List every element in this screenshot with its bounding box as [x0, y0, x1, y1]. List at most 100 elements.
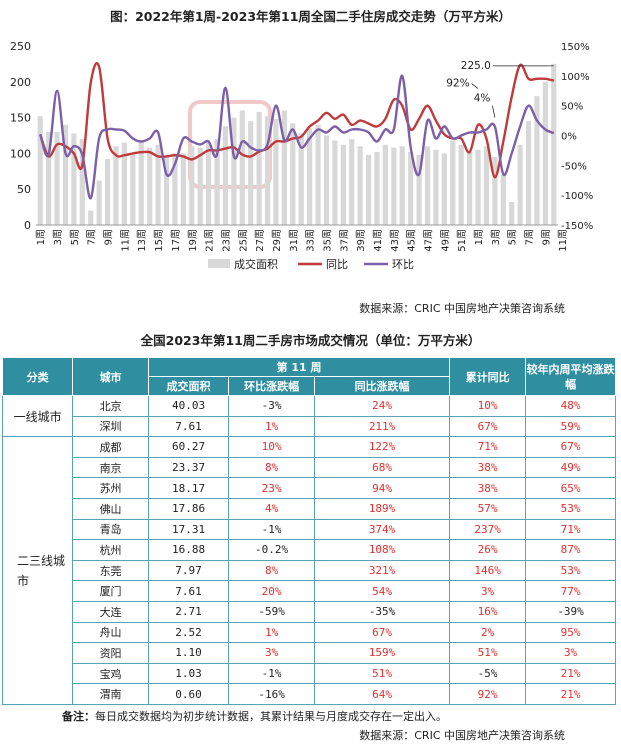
- x-tick-label: 3周: [52, 229, 64, 245]
- cell-mom: 8%: [228, 456, 316, 479]
- area-bar: [391, 147, 397, 225]
- x-tick-label: 11周: [119, 229, 131, 252]
- category-cell: 二三线城市: [1, 436, 74, 705]
- right-tick-label: 50%: [561, 102, 583, 113]
- area-bar: [71, 133, 77, 225]
- cell-city: 佛山: [72, 497, 149, 520]
- cell-city: 南京: [72, 456, 149, 479]
- cell-area: 7.97: [147, 559, 230, 582]
- table-source: 数据来源：CRIC 中国房地产决策咨询系统: [359, 729, 565, 742]
- area-bar: [96, 180, 102, 225]
- cell-prev-year: 67%: [525, 436, 616, 458]
- cell-yoy: 189%: [314, 497, 451, 520]
- area-bar: [62, 124, 69, 225]
- area-bar: [214, 139, 220, 225]
- cell-prev-year: 59%: [525, 415, 616, 438]
- area-bars: [37, 63, 557, 226]
- cell-prev-year: 87%: [525, 539, 616, 561]
- area-bar: [307, 128, 313, 225]
- area-bar: [332, 140, 338, 225]
- area-bar: [315, 124, 321, 225]
- cell-city: 厦门: [72, 580, 149, 602]
- cell-mom: -16%: [228, 683, 316, 705]
- table-row: 苏州 18.17 23% 94% 38% 65%: [3, 477, 616, 499]
- cell-area: 0.60: [147, 683, 230, 705]
- cell-city: 东莞: [72, 559, 149, 582]
- area-bar: [231, 117, 237, 225]
- table-row: 大连 2.71 -59% -35% 16% -39%: [3, 600, 616, 623]
- cell-city: 成都: [72, 436, 149, 458]
- area-bar: [365, 154, 372, 225]
- area-bar: [264, 116, 271, 225]
- cell-city: 宝鸡: [72, 662, 149, 685]
- x-tick-label: 51周: [456, 229, 468, 252]
- x-tick-label: 47周: [423, 229, 435, 252]
- cell-city: 深圳: [72, 415, 149, 438]
- table-row: 舟山 2.52 1% 67% 2% 95%: [3, 621, 616, 644]
- x-tick-label: 13周: [136, 229, 148, 252]
- right-tick-label: 150%: [561, 42, 590, 53]
- area-bar: [189, 146, 195, 225]
- cell-cum-yoy: 16%: [449, 600, 527, 623]
- area-bar: [551, 63, 557, 226]
- legend-swatch-area: [208, 259, 230, 268]
- cell-area: 60.27: [147, 436, 230, 458]
- annotation-label: 92%: [446, 78, 469, 90]
- left-tick-label: 0: [24, 219, 31, 232]
- x-tick-label: 49周: [439, 229, 451, 252]
- cell-mom: 4%: [228, 497, 316, 520]
- cell-city: 北京: [72, 395, 149, 417]
- cell-mom: 8%: [228, 559, 316, 582]
- cell-cum-yoy: 146%: [449, 559, 527, 582]
- cell-cum-yoy: 51%: [449, 642, 527, 664]
- legend-label-area: 成交面积: [234, 257, 278, 271]
- table-row: 一线城市 北京 40.03 -3% 24% 10% 48%: [1, 394, 616, 438]
- right-tick-label: 100%: [561, 72, 590, 83]
- chart-source: 数据来源：CRIC 中国房地产决策咨询系统: [359, 302, 565, 315]
- cell-area: 7.61: [147, 415, 230, 438]
- header-cum-yoy: 累计同比: [449, 357, 527, 396]
- area-bar: [475, 149, 481, 225]
- cell-prev-year: 77%: [525, 580, 616, 602]
- x-tick-label: 3周: [490, 229, 502, 245]
- x-tick-label: 25周: [237, 229, 249, 252]
- area-bar: [222, 126, 229, 225]
- x-tick-label: 9周: [103, 229, 115, 245]
- cell-city: 杭州: [72, 539, 149, 561]
- cell-mom: -1%: [228, 662, 316, 685]
- table-title: 全国2023年第11周二手房市场成交情况（单位：万平方米）: [140, 333, 481, 348]
- area-bar: [382, 144, 389, 225]
- area-bar: [416, 154, 422, 225]
- cell-area: 1.10: [147, 642, 230, 664]
- cell-prev-year: 49%: [525, 456, 616, 479]
- table-row: 二三线城市 成都 60.27 10% 122% 71% 67%: [1, 436, 616, 705]
- area-bar: [500, 174, 506, 225]
- x-tick-label: 5周: [69, 229, 81, 245]
- area-bar: [466, 151, 473, 225]
- cell-mom: 20%: [228, 580, 316, 602]
- cell-yoy: 211%: [314, 415, 451, 438]
- cell-mom: -0.2%: [228, 539, 316, 561]
- cell-yoy: 108%: [314, 539, 451, 561]
- cell-yoy: 54%: [314, 580, 451, 602]
- area-bar: [104, 159, 111, 225]
- cell-yoy: 67%: [314, 621, 451, 644]
- area-bar: [492, 156, 498, 225]
- cell-yoy: 321%: [314, 559, 451, 582]
- yoy-line: [39, 61, 555, 179]
- header-prev-year: 较年内周平均涨跌幅: [525, 357, 616, 396]
- cell-area: 16.88: [147, 539, 230, 561]
- cell-mom: 10%: [228, 436, 316, 458]
- area-bar: [273, 119, 279, 225]
- table-row: 宝鸡 1.03 -1% 51% -5% 21%: [3, 662, 616, 685]
- x-tick-label: 5周: [507, 229, 519, 245]
- area-bar: [121, 142, 128, 225]
- legend-label-yoy: 同比: [326, 258, 348, 271]
- area-bar: [349, 139, 355, 225]
- area-bar: [542, 81, 548, 225]
- cell-yoy: 24%: [314, 395, 451, 417]
- area-bar: [399, 146, 405, 225]
- area-bar: [130, 153, 136, 225]
- chart-title: 图：2022年第1周-2023年第11周全国二手住房成交走势（万平方米）: [110, 9, 511, 24]
- area-bar: [256, 111, 262, 225]
